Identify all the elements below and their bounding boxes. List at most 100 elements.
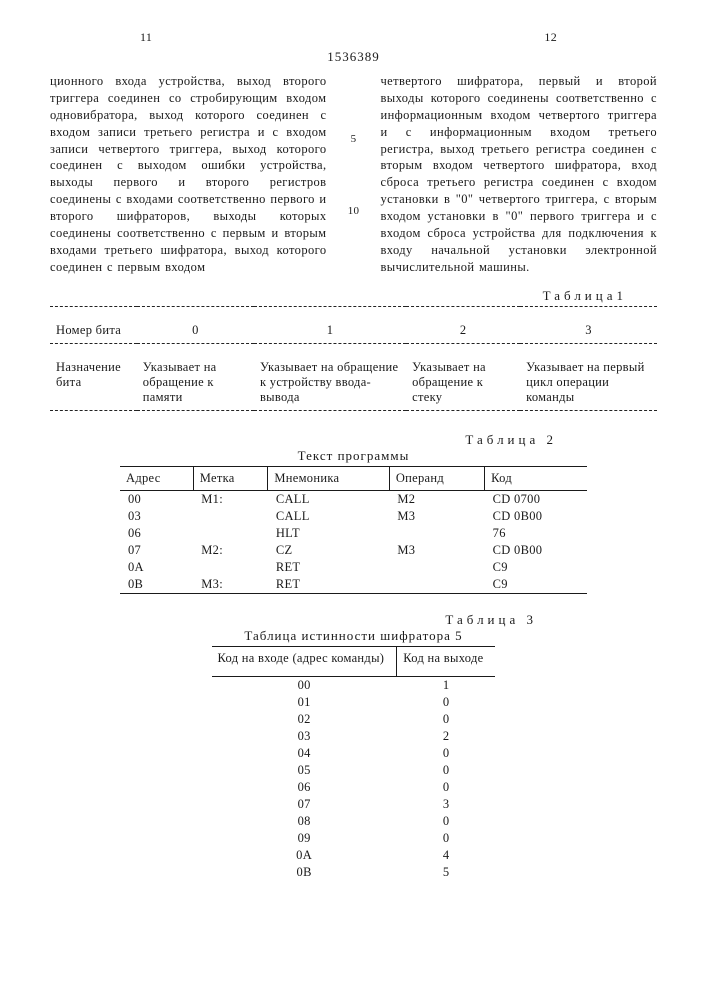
table3-row: 0A4 xyxy=(212,847,496,864)
table2-row: 03 CALLM3CD 0B00 xyxy=(120,508,587,525)
table2-cell: 07 xyxy=(120,542,193,559)
table3-cell: 0 xyxy=(397,779,496,796)
table3-label: Таблица 3 xyxy=(150,612,537,628)
table2-cell: C9 xyxy=(485,576,587,594)
table2-header: Операнд xyxy=(389,467,484,491)
table3-cell: 0 xyxy=(397,694,496,711)
table2-cell: M3 xyxy=(389,508,484,525)
table2-cell: CD 0B00 xyxy=(485,542,587,559)
table1-header: 2 xyxy=(406,318,520,344)
table2-cell: CD 0B00 xyxy=(485,508,587,525)
table3-cell: 0 xyxy=(397,711,496,728)
table2-cell: RET xyxy=(268,576,390,594)
table1: Номер бита 0 1 2 3 Назначение бита Указы… xyxy=(50,306,657,422)
table3-row: 050 xyxy=(212,762,496,779)
table2-row: 06 HLT 76 xyxy=(120,525,587,542)
table2-cell: M3: xyxy=(193,576,268,594)
table3-cell: 02 xyxy=(212,711,397,728)
table2-cell: RET xyxy=(268,559,390,576)
table2-header: Код xyxy=(485,467,587,491)
table2-header: Адрес xyxy=(120,467,193,491)
table3-cell: 0 xyxy=(397,813,496,830)
table1-header: Номер бита xyxy=(50,318,137,344)
table2-cell: HLT xyxy=(268,525,390,542)
table3-header: Код на входе (адрес команды) xyxy=(212,647,397,677)
table2-title: Текст программы xyxy=(120,448,587,464)
table2-cell: CD 0700 xyxy=(485,491,587,508)
table3-cell: 01 xyxy=(212,694,397,711)
table1-header: 0 xyxy=(137,318,254,344)
table1-cell: Указывает на первый цикл операции команд… xyxy=(520,355,657,411)
table3-cell: 3 xyxy=(397,796,496,813)
table3-row: 080 xyxy=(212,813,496,830)
table3-row: 010 xyxy=(212,694,496,711)
table3: Код на входе (адрес команды) Код на выхо… xyxy=(212,646,496,881)
table3-header: Код на выходе xyxy=(397,647,496,677)
table2-cell xyxy=(389,559,484,576)
table2-cell: 0B xyxy=(120,576,193,594)
table2-cell: 0A xyxy=(120,559,193,576)
table2-cell: 76 xyxy=(485,525,587,542)
table2-cell: M3 xyxy=(389,542,484,559)
table1-cell: Указывает на обращение к устройству ввод… xyxy=(254,355,406,411)
table2-row: 00M1:CALLM2CD 0700 xyxy=(120,491,587,508)
table2-header: Метка xyxy=(193,467,268,491)
table2-cell: M2 xyxy=(389,491,484,508)
table3-cell: 03 xyxy=(212,728,397,745)
page-number-left: 11 xyxy=(140,30,152,45)
table2-cell: 06 xyxy=(120,525,193,542)
table3-row: 040 xyxy=(212,745,496,762)
table2-cell xyxy=(193,525,268,542)
table3-cell: 05 xyxy=(212,762,397,779)
table2-cell xyxy=(389,576,484,594)
table2-cell: 00 xyxy=(120,491,193,508)
table2-label: Таблица 2 xyxy=(120,432,557,448)
table2-row: 0A RET C9 xyxy=(120,559,587,576)
document-number: 1536389 xyxy=(50,49,657,65)
table3-title: Таблица истинности шифратора 5 xyxy=(150,628,557,644)
page-numbers: 11 12 xyxy=(50,30,657,45)
table3-cell: 06 xyxy=(212,779,397,796)
table3-row: 073 xyxy=(212,796,496,813)
table2-cell: 03 xyxy=(120,508,193,525)
table3-row: 060 xyxy=(212,779,496,796)
table1-cell: Указывает на обращение к памяти xyxy=(137,355,254,411)
table3-cell: 2 xyxy=(397,728,496,745)
table3-row: 032 xyxy=(212,728,496,745)
table2-cell: C9 xyxy=(485,559,587,576)
table2-row: 07M2:CZM3CD 0B00 xyxy=(120,542,587,559)
table3-cell: 09 xyxy=(212,830,397,847)
table3-row: 001 xyxy=(212,676,496,694)
table3-row: 020 xyxy=(212,711,496,728)
right-column-text: четвертого шифратора, первый и второй вы… xyxy=(381,73,658,276)
table3-cell: 0A xyxy=(212,847,397,864)
table2: Адрес Метка Мнемоника Операнд Код 00M1:C… xyxy=(120,466,587,594)
table3-cell: 1 xyxy=(397,676,496,694)
table3-row: 0B5 xyxy=(212,864,496,881)
table2-cell: M1: xyxy=(193,491,268,508)
table3-cell: 04 xyxy=(212,745,397,762)
table2-header: Мнемоника xyxy=(268,467,390,491)
table2-cell: CALL xyxy=(268,491,390,508)
table2-cell: CALL xyxy=(268,508,390,525)
table1-data-row: Назначение бита Указывает на обращение к… xyxy=(50,355,657,411)
table3-cell: 0B xyxy=(212,864,397,881)
table3-row: 090 xyxy=(212,830,496,847)
line-number: 5 xyxy=(347,133,361,145)
body-columns: ционного входа устройства, выход второго… xyxy=(50,73,657,276)
line-number: 10 xyxy=(347,205,361,217)
table1-label: Таблица1 xyxy=(50,288,627,304)
page-number-right: 12 xyxy=(544,30,557,45)
table1-header-row: Номер бита 0 1 2 3 xyxy=(50,318,657,344)
table2-cell xyxy=(389,525,484,542)
left-column-text: ционного входа устройства, выход второго… xyxy=(50,73,327,276)
table3-cell: 0 xyxy=(397,745,496,762)
table3-header-row: Код на входе (адрес команды) Код на выхо… xyxy=(212,647,496,677)
table3-cell: 0 xyxy=(397,762,496,779)
table2-row: 0BM3:RET C9 xyxy=(120,576,587,594)
table3-cell: 08 xyxy=(212,813,397,830)
table2-cell xyxy=(193,559,268,576)
table2-header-row: Адрес Метка Мнемоника Операнд Код xyxy=(120,467,587,491)
table2-cell: CZ xyxy=(268,542,390,559)
table3-cell: 0 xyxy=(397,830,496,847)
